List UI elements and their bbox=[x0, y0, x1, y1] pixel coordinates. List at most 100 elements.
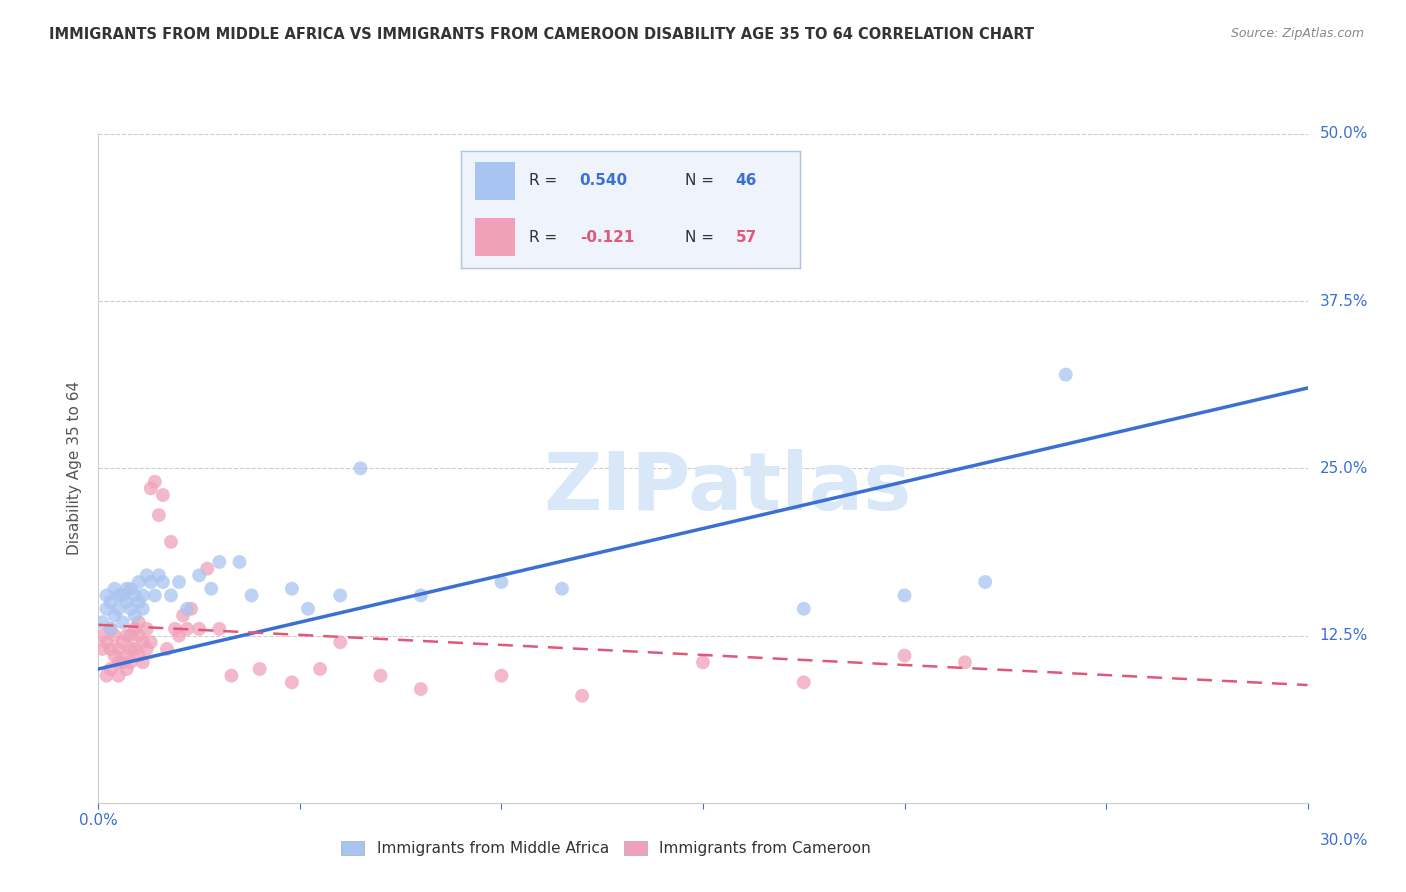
Y-axis label: Disability Age 35 to 64: Disability Age 35 to 64 bbox=[67, 381, 83, 556]
Point bbox=[124, 608, 146, 623]
Text: 0.540: 0.540 bbox=[579, 173, 628, 188]
Point bbox=[370, 669, 392, 683]
Point bbox=[409, 589, 432, 603]
Point bbox=[329, 589, 352, 603]
Point bbox=[240, 589, 263, 603]
Point bbox=[221, 669, 243, 683]
Point bbox=[100, 662, 122, 676]
Point bbox=[120, 628, 142, 642]
Point bbox=[571, 689, 593, 703]
Point bbox=[148, 568, 170, 582]
Point bbox=[551, 582, 574, 596]
Point bbox=[152, 575, 174, 590]
Point bbox=[120, 642, 142, 657]
Point bbox=[111, 635, 134, 649]
Text: 25.0%: 25.0% bbox=[1320, 461, 1368, 475]
Point bbox=[167, 575, 190, 590]
Point bbox=[96, 669, 118, 683]
Point bbox=[156, 642, 179, 657]
Point bbox=[107, 655, 129, 669]
Text: R =: R = bbox=[529, 229, 562, 244]
Point bbox=[128, 628, 150, 642]
Point bbox=[491, 575, 513, 590]
Point bbox=[139, 482, 162, 496]
Point bbox=[120, 582, 142, 596]
Point bbox=[329, 635, 352, 649]
Point bbox=[111, 589, 134, 603]
Point bbox=[176, 622, 198, 636]
Point bbox=[107, 589, 129, 603]
Point bbox=[120, 602, 142, 616]
Point bbox=[111, 655, 134, 669]
Point bbox=[115, 662, 138, 676]
Text: 46: 46 bbox=[735, 173, 756, 188]
Point bbox=[893, 589, 915, 603]
Point bbox=[152, 488, 174, 502]
Point bbox=[160, 589, 183, 603]
Point bbox=[228, 555, 250, 569]
Point bbox=[139, 575, 162, 590]
Point bbox=[128, 648, 150, 663]
Point bbox=[409, 681, 432, 696]
Point bbox=[96, 635, 118, 649]
Point bbox=[96, 589, 118, 603]
Point bbox=[249, 662, 271, 676]
Point bbox=[1054, 368, 1077, 382]
Text: 37.5%: 37.5% bbox=[1320, 293, 1368, 309]
Point bbox=[793, 602, 815, 616]
Text: 30.0%: 30.0% bbox=[1320, 833, 1368, 848]
Point bbox=[115, 648, 138, 663]
Point bbox=[115, 595, 138, 609]
Point bbox=[309, 662, 332, 676]
Point bbox=[100, 642, 122, 657]
Text: ZIPatlas: ZIPatlas bbox=[543, 450, 911, 527]
Point bbox=[281, 582, 304, 596]
Point bbox=[96, 602, 118, 616]
Point bbox=[139, 635, 162, 649]
Text: R =: R = bbox=[529, 173, 562, 188]
Point bbox=[132, 589, 155, 603]
Point bbox=[124, 622, 146, 636]
Point bbox=[100, 622, 122, 636]
Point bbox=[132, 635, 155, 649]
Point bbox=[135, 568, 157, 582]
Point bbox=[160, 535, 183, 549]
Point bbox=[103, 582, 125, 596]
Point bbox=[281, 675, 304, 690]
Point bbox=[107, 642, 129, 657]
Text: 12.5%: 12.5% bbox=[1320, 628, 1368, 643]
Point bbox=[163, 622, 186, 636]
Point bbox=[349, 461, 371, 475]
Point bbox=[692, 220, 714, 235]
Text: IMMIGRANTS FROM MIDDLE AFRICA VS IMMIGRANTS FROM CAMEROON DISABILITY AGE 35 TO 6: IMMIGRANTS FROM MIDDLE AFRICA VS IMMIGRA… bbox=[49, 27, 1035, 42]
Point bbox=[893, 648, 915, 663]
Point bbox=[132, 602, 155, 616]
Text: N =: N = bbox=[685, 229, 718, 244]
Point bbox=[176, 602, 198, 616]
Text: Source: ZipAtlas.com: Source: ZipAtlas.com bbox=[1230, 27, 1364, 40]
Point bbox=[180, 602, 202, 616]
Bar bbox=[475, 162, 516, 200]
Point bbox=[200, 582, 222, 596]
Point bbox=[107, 669, 129, 683]
Point bbox=[111, 615, 134, 630]
Point bbox=[124, 642, 146, 657]
Point bbox=[124, 589, 146, 603]
Point bbox=[297, 602, 319, 616]
Point bbox=[188, 622, 211, 636]
Point bbox=[167, 628, 190, 642]
Text: N =: N = bbox=[685, 173, 718, 188]
Point bbox=[120, 655, 142, 669]
Point bbox=[128, 595, 150, 609]
Text: 57: 57 bbox=[735, 229, 756, 244]
Point bbox=[953, 655, 976, 669]
Text: 50.0%: 50.0% bbox=[1320, 127, 1368, 141]
Point bbox=[208, 622, 231, 636]
Point bbox=[128, 615, 150, 630]
Bar bbox=[475, 219, 516, 256]
Point bbox=[107, 602, 129, 616]
Point bbox=[195, 562, 218, 576]
Point bbox=[188, 568, 211, 582]
Point bbox=[974, 575, 997, 590]
Point bbox=[103, 648, 125, 663]
